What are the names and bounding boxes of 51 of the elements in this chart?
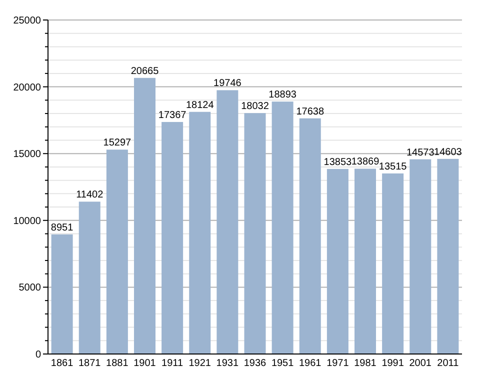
data-label: 8951 bbox=[50, 222, 74, 234]
data-label: 17367 bbox=[158, 110, 187, 121]
bar bbox=[78, 202, 100, 354]
x-tick-label: 1861 bbox=[50, 358, 74, 369]
bar bbox=[410, 159, 432, 354]
bar bbox=[437, 158, 459, 354]
bar bbox=[354, 168, 376, 354]
data-label: 15297 bbox=[103, 138, 132, 149]
data-label: 14603 bbox=[434, 146, 462, 158]
x-tick-label: 1961 bbox=[299, 358, 322, 369]
data-label: 18124 bbox=[186, 100, 214, 111]
data-label: 18032 bbox=[241, 101, 270, 112]
x-tick-label: 2011 bbox=[437, 358, 460, 369]
data-label: 13515 bbox=[378, 161, 408, 172]
bar bbox=[216, 90, 238, 354]
y-tick-label: 0 bbox=[35, 350, 42, 360]
y-tick-label: 10000 bbox=[13, 216, 42, 227]
x-tick-label: 1971 bbox=[326, 358, 350, 369]
x-tick-label: 2001 bbox=[409, 358, 432, 369]
bar bbox=[326, 168, 348, 354]
data-label: 19746 bbox=[214, 78, 242, 90]
bar bbox=[134, 78, 156, 354]
x-tick-label: 1951 bbox=[271, 358, 294, 369]
x-tick-label: 1931 bbox=[216, 358, 239, 369]
data-label: 18893 bbox=[268, 90, 297, 101]
y-tick-label: 15000 bbox=[13, 149, 42, 160]
data-label: 17638 bbox=[296, 106, 324, 118]
x-tick-label: 1871 bbox=[78, 358, 102, 369]
bar bbox=[51, 234, 73, 354]
bar bbox=[299, 118, 321, 354]
bar bbox=[272, 102, 294, 354]
data-label: 13853 bbox=[324, 156, 352, 168]
x-tick-label: 1991 bbox=[382, 358, 404, 369]
y-tick-label: 20000 bbox=[13, 82, 42, 94]
bar bbox=[162, 122, 184, 354]
bar bbox=[106, 150, 128, 354]
x-tick-label: 1921 bbox=[188, 358, 212, 369]
bar bbox=[189, 112, 211, 354]
x-tick-label: 1936 bbox=[244, 358, 267, 369]
x-tick-label: 1981 bbox=[354, 358, 377, 369]
x-tick-label: 1881 bbox=[106, 358, 129, 369]
data-label: 13869 bbox=[351, 156, 380, 168]
data-label: 20665 bbox=[130, 66, 160, 77]
x-tick-label: 1911 bbox=[162, 358, 184, 369]
x-tick-label: 1901 bbox=[134, 358, 156, 369]
data-label: 11402 bbox=[76, 190, 104, 201]
data-label: 14573 bbox=[406, 147, 435, 158]
bar bbox=[244, 113, 266, 354]
bar bbox=[382, 173, 404, 354]
y-tick-label: 5000 bbox=[18, 282, 42, 294]
y-tick-label: 25000 bbox=[13, 16, 42, 26]
